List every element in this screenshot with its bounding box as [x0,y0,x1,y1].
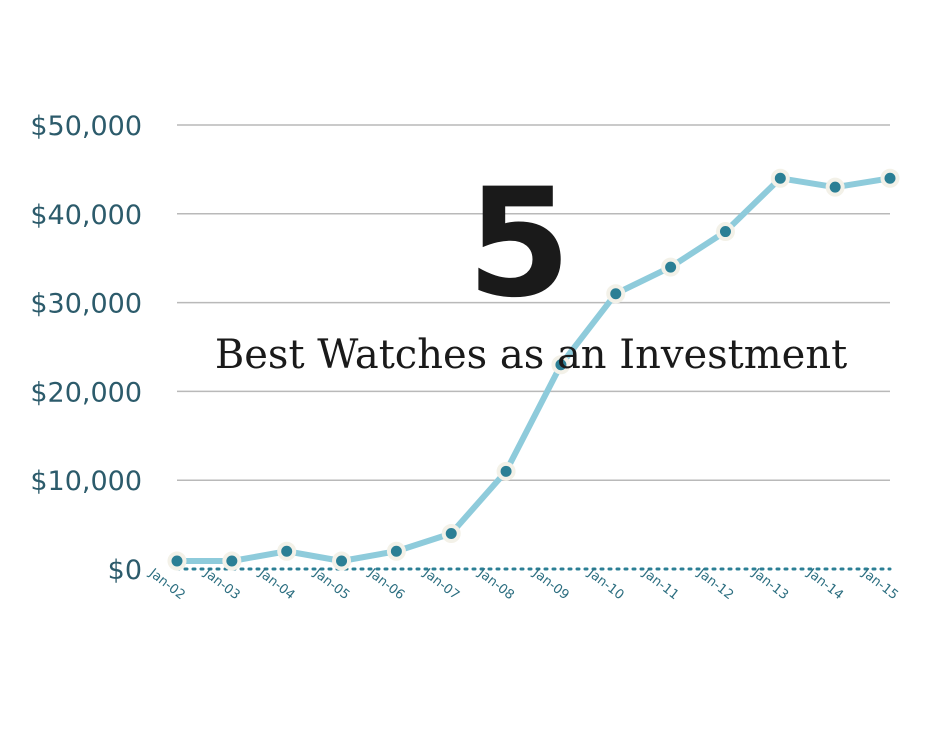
x-axis-tick-labels: Jan-02 Jan-03 Jan-04 Jan-05 Jan-06 Jan-07 Jan-… [145,565,901,603]
x-tick-label: Jan-15 [858,565,901,603]
data-point [880,168,900,188]
gridlines [175,124,892,571]
data-point [332,551,352,571]
data-point [606,284,626,304]
x-tick-label: Jan-05 [310,565,353,603]
y-tick-label: $0 [108,555,142,586]
data-point [441,523,461,543]
y-tick-label: $10,000 [30,466,142,497]
data-point [496,461,516,481]
x-tick-label: Jan-12 [694,565,737,603]
x-tick-label: Jan-02 [145,565,188,603]
x-tick-label: Jan-07 [419,565,462,603]
data-point [167,551,187,571]
data-point [661,257,681,277]
y-tick-label: $50,000 [30,111,142,142]
data-point [715,222,735,242]
data-point [551,355,571,375]
x-tick-label: Jan-14 [803,565,846,603]
x-tick-label: Jan-03 [200,565,243,603]
overlay-headline: Best Watches as an Investment [215,332,847,378]
x-tick-label: Jan-06 [365,565,408,603]
x-tick-label: Jan-13 [749,565,792,603]
overlay-number: 5 [467,157,571,331]
x-tick-label: Jan-08 [474,565,517,603]
x-tick-label: Jan-09 [529,565,572,603]
y-axis-tick-labels: $0 $10,000 $20,000 $30,000 $40,000 $50,000 [30,111,142,586]
data-point [277,541,297,561]
x-tick-label: Jan-10 [584,565,627,603]
y-tick-label: $40,000 [30,200,142,231]
data-point [386,541,406,561]
data-point [222,551,242,571]
y-tick-label: $20,000 [30,377,142,408]
data-points [167,168,900,571]
y-tick-label: $30,000 [30,289,142,320]
x-tick-label: Jan-04 [255,565,298,603]
x-tick-label: Jan-11 [639,565,682,603]
data-point [825,177,845,197]
data-point [770,168,790,188]
